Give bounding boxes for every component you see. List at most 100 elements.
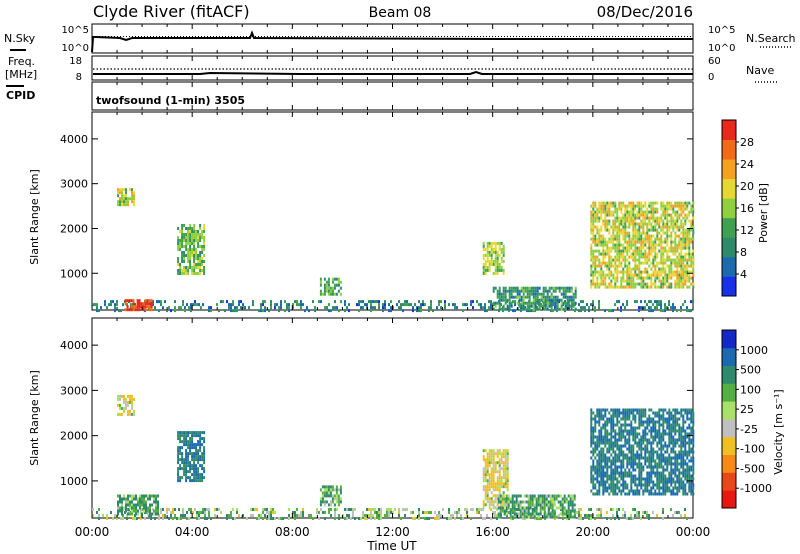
echo-cell	[608, 276, 611, 280]
echo-cell	[606, 243, 609, 247]
echo-cell	[620, 426, 623, 430]
echo-cell	[170, 309, 172, 313]
echo-cell	[646, 240, 649, 244]
echo-cell	[654, 471, 657, 475]
echo-cell	[522, 292, 525, 296]
echo-cell	[328, 303, 330, 307]
echo-cell	[598, 453, 601, 457]
echo-cell	[638, 222, 641, 226]
echo-cell	[642, 255, 645, 259]
echo-cell	[662, 432, 665, 436]
echo-cell	[680, 204, 683, 208]
echo-cell	[662, 264, 665, 268]
echo-cell	[692, 423, 695, 427]
nsky-label: N.Sky	[4, 32, 36, 45]
echo-cell	[218, 309, 220, 313]
echo-cell	[506, 464, 509, 468]
echo-cell	[496, 503, 499, 507]
echo-cell	[604, 282, 607, 286]
echo-cell	[682, 264, 685, 268]
echo-cell	[598, 456, 601, 460]
echo-cell	[688, 489, 691, 493]
echo-cell	[612, 231, 615, 235]
echo-cell	[592, 237, 595, 241]
echo-cell	[634, 441, 637, 445]
echo-cell	[658, 261, 661, 265]
echo-cell	[662, 207, 665, 211]
echo-cell	[552, 309, 554, 313]
echo-cell	[203, 236, 206, 239]
echo-cell	[622, 216, 625, 220]
echo-cell	[201, 260, 204, 263]
echo-cell	[616, 483, 619, 487]
echo-cell	[571, 506, 574, 510]
echo-cell	[622, 471, 625, 475]
echo-cell	[604, 489, 607, 493]
echo-cell	[521, 506, 524, 510]
echo-cell	[542, 304, 545, 308]
echo-cell	[654, 429, 657, 433]
echo-cell	[644, 204, 647, 208]
echo-cell	[666, 228, 669, 232]
echo-cell	[323, 292, 326, 296]
echo-cell	[592, 486, 595, 490]
echo-cell	[602, 486, 605, 490]
echo-cell	[628, 273, 631, 277]
echo-cell	[193, 266, 196, 269]
echo-cell	[662, 492, 665, 496]
echo-cell	[484, 517, 486, 520]
echo-cell	[498, 488, 501, 492]
echo-cell	[494, 494, 497, 498]
echo-cell	[567, 515, 570, 519]
echo-cell	[672, 417, 675, 421]
echo-cell	[538, 307, 541, 311]
echo-cell	[193, 224, 196, 227]
echo-cell	[674, 411, 677, 415]
echo-cell	[153, 512, 155, 516]
echo-cell	[466, 303, 468, 307]
echo-cell	[638, 408, 641, 412]
echo-cell	[486, 494, 489, 498]
beam-title: Beam 08	[369, 5, 432, 21]
echo-cell	[452, 514, 454, 517]
echo-cell	[117, 403, 119, 407]
echo-cell	[486, 247, 489, 251]
echo-cell	[664, 477, 667, 481]
echo-cell	[638, 514, 640, 517]
echo-cell	[660, 213, 663, 217]
echo-cell	[638, 309, 640, 313]
echo-cell	[682, 201, 685, 205]
echo-cell	[592, 207, 595, 211]
echo-cell	[590, 480, 593, 484]
echo-cell	[674, 483, 677, 487]
echo-cell	[616, 423, 619, 427]
echo-cell	[492, 247, 495, 251]
echo-cell	[644, 300, 646, 304]
echo-cell	[594, 267, 597, 271]
echo-cell	[339, 500, 342, 504]
echo-cell	[486, 309, 488, 313]
echo-cell	[630, 465, 633, 469]
echo-cell	[147, 494, 149, 498]
echo-cell	[668, 420, 671, 424]
echo-cell	[598, 486, 601, 490]
echo-cell	[616, 219, 619, 223]
echo-cell	[604, 207, 607, 211]
echo-cell	[300, 306, 302, 310]
echo-cell	[686, 432, 689, 436]
echo-cell	[646, 483, 649, 487]
echo-cell	[598, 228, 601, 232]
echo-cell	[650, 300, 652, 304]
echo-cell	[686, 306, 688, 310]
echo-cell	[604, 285, 607, 289]
echo-cell	[482, 488, 485, 492]
echo-cell	[654, 414, 657, 418]
echo-cell	[196, 517, 198, 520]
echo-cell	[92, 303, 94, 307]
echo-cell	[640, 261, 643, 265]
echo-cell	[327, 485, 330, 489]
echo-cell	[531, 512, 534, 516]
echo-cell	[505, 500, 508, 504]
echo-cell	[672, 414, 675, 418]
echo-cell	[132, 517, 134, 520]
